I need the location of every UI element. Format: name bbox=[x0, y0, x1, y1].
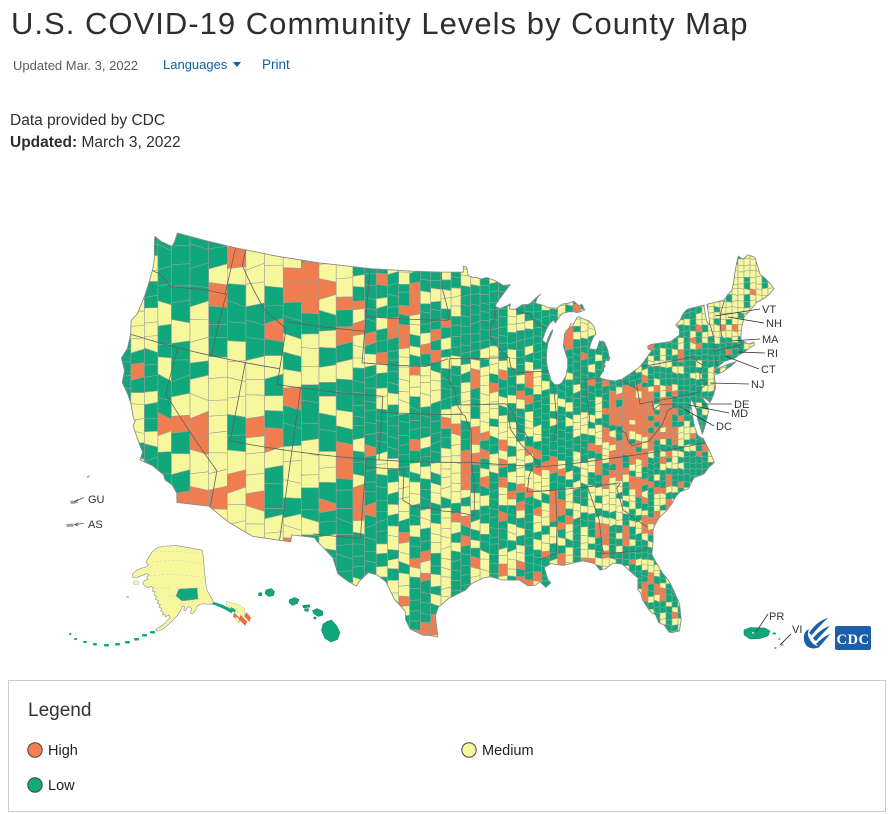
svg-text:MA: MA bbox=[762, 334, 779, 346]
svg-text:High: High bbox=[48, 743, 78, 759]
svg-text:DE: DE bbox=[734, 399, 749, 411]
svg-text:NJ: NJ bbox=[751, 379, 764, 391]
svg-text:DC: DC bbox=[716, 421, 732, 433]
svg-text:Medium: Medium bbox=[482, 743, 534, 759]
svg-text:CDC: CDC bbox=[837, 632, 870, 648]
svg-text:PR: PR bbox=[769, 611, 784, 623]
svg-text:AS: AS bbox=[88, 519, 103, 531]
svg-text:GU: GU bbox=[88, 494, 105, 506]
svg-text:VI: VI bbox=[792, 624, 802, 636]
svg-text:CT: CT bbox=[761, 364, 776, 376]
svg-text:RI: RI bbox=[767, 348, 778, 360]
svg-text:Low: Low bbox=[48, 778, 75, 794]
svg-text:MD: MD bbox=[731, 408, 748, 420]
svg-text:VT: VT bbox=[762, 304, 776, 316]
svg-text:NH: NH bbox=[766, 318, 782, 330]
